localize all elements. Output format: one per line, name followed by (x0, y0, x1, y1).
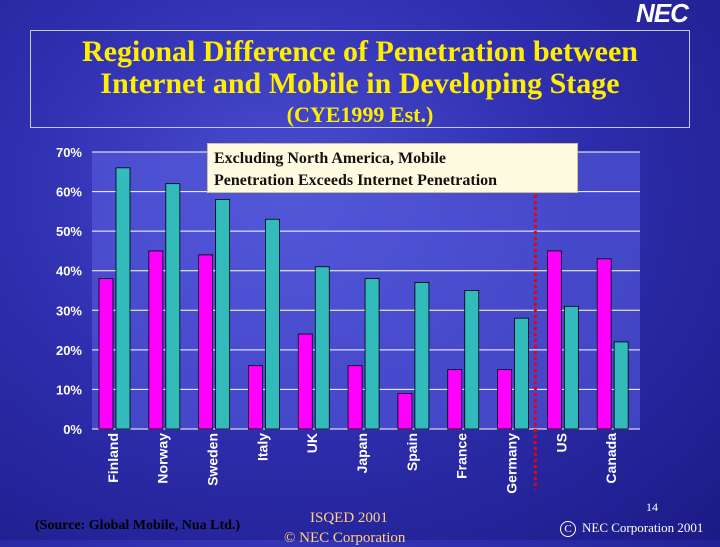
bar-internet (414, 282, 430, 430)
bar-internet (514, 317, 529, 430)
bar-internet (165, 183, 181, 430)
bar-internet (613, 341, 629, 430)
y-tick-label: 10% (56, 382, 82, 397)
copyright-text: NEC Corporation 2001 (582, 520, 704, 535)
bar-mobile (497, 369, 512, 430)
y-tick-label: 40% (56, 264, 82, 279)
x-tick-label: Canada (603, 433, 619, 484)
y-tick-label: 20% (56, 343, 82, 358)
y-tick-label: 0% (63, 422, 82, 437)
conference-copyright: © NEC Corporation (284, 530, 406, 546)
bar-mobile (148, 250, 164, 430)
y-tick-label: 70% (56, 145, 82, 160)
page-number: 14 (646, 500, 658, 514)
y-tick-label: 60% (56, 185, 82, 200)
callout-line-2: Penetration Exceeds Internet Penetration (214, 172, 498, 189)
bar-internet (364, 278, 380, 430)
title-box: Regional Difference of Penetration betwe… (30, 30, 690, 128)
bar-mobile (297, 333, 313, 430)
y-tick-label: 50% (56, 224, 82, 239)
bar-mobile (546, 250, 562, 430)
bar-mobile (397, 392, 413, 430)
x-tick-label: US (553, 433, 569, 452)
bar-mobile (248, 365, 263, 430)
copyright-icon: C (560, 521, 576, 537)
page-title-line-2: Internet and Mobile in Developing Stage (100, 67, 620, 100)
bar-internet (115, 167, 131, 430)
bar-internet (314, 266, 330, 430)
callout-box: Excluding North America, Mobile Penetrat… (207, 143, 578, 193)
bar-mobile (596, 258, 612, 430)
y-tick-label: 30% (56, 303, 82, 318)
x-tick-label: Spain (404, 433, 420, 471)
bar-mobile (347, 365, 363, 430)
conference-label: ISQED 2001 (310, 510, 388, 526)
bar-internet (215, 199, 231, 430)
bar-mobile (447, 369, 463, 430)
bar-internet (265, 218, 280, 430)
bar-mobile (98, 278, 114, 430)
bar-chart: 0% 10% 20% 30% 40% 50% 60% 70% Finland Norway Swed… (56, 145, 640, 494)
x-tick-label: Norway (155, 433, 171, 484)
page-title-line-1: Regional Difference of Penetration betwe… (82, 35, 638, 68)
callout-line-1: Excluding North America, Mobile (214, 150, 446, 167)
bar-internet (464, 290, 480, 430)
x-tick-label: Italy (254, 433, 270, 461)
bar-mobile (198, 254, 214, 430)
x-tick-label: Germany (503, 433, 519, 494)
x-tick-label: Japan (354, 433, 370, 473)
nec-logo: NEC (636, 0, 689, 28)
bar-internet (563, 305, 579, 430)
x-tick-label: Sweden (205, 433, 221, 486)
source-note: (Source: Global Mobile, Nua Ltd.) (35, 518, 241, 533)
x-tick-label: UK (304, 433, 320, 453)
x-tick-label: France (454, 433, 470, 479)
page-subtitle: (CYE1999 Est.) (286, 102, 434, 127)
copyright-notice: C NEC Corporation 2001 (560, 520, 703, 537)
x-tick-label: Finland (105, 433, 121, 483)
